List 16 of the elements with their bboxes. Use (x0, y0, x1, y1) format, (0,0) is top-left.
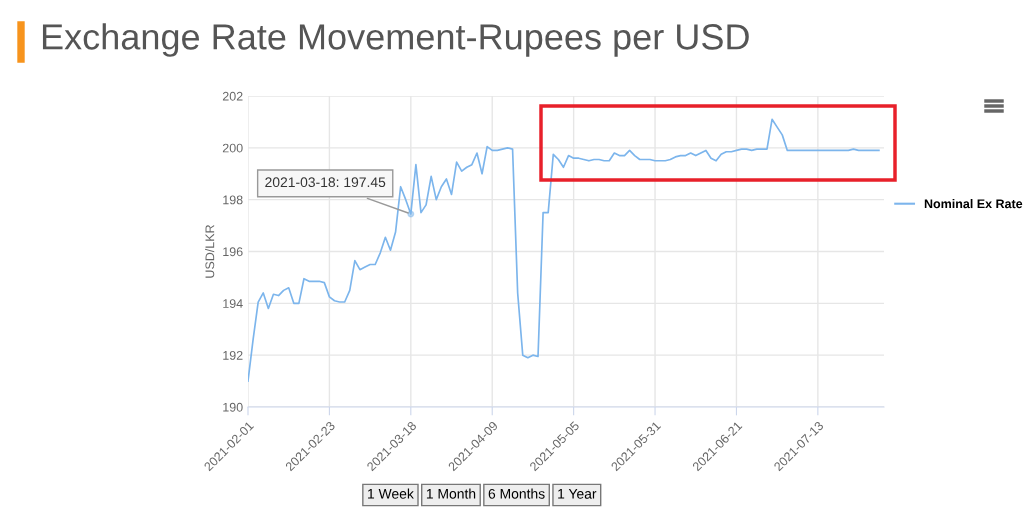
annotation: 2021-03-18: 197.45 (265, 177, 386, 188)
y-tick-label: 198 (223, 195, 243, 205)
legend-label: Nominal Ex Rate (924, 199, 1023, 209)
y-tick-label: 200 (222, 143, 243, 153)
text: 6 Months (488, 488, 545, 499)
y-tick-label: 194 (223, 299, 243, 308)
line-series (248, 118, 880, 382)
y-tick-label: 190 (223, 402, 243, 412)
text: 1 Month (426, 488, 476, 499)
y-tick-label: 192 (223, 350, 243, 360)
text: 1 Week (368, 488, 414, 499)
text: 1 Year (558, 489, 597, 499)
y-tick-label: 202 (222, 91, 243, 101)
y-tick-label: 196 (223, 247, 243, 257)
chart-title: Exchange Rate Movement-Rupees per USD (42, 23, 749, 57)
y-axis-title: USD/LKR (205, 224, 215, 278)
